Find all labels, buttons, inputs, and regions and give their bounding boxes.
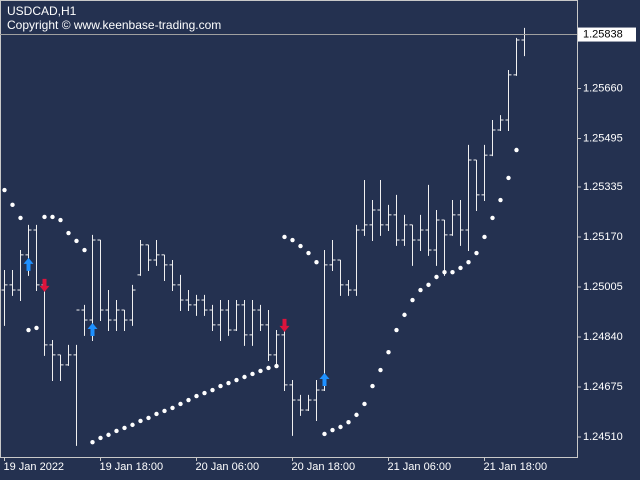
sar-dot	[298, 243, 303, 249]
sar-dot	[434, 274, 439, 280]
sar-dot	[426, 282, 431, 288]
y-tick-label: 1.25005	[583, 281, 623, 293]
sar-dot	[450, 269, 455, 275]
sar-dot	[146, 415, 151, 421]
x-tick-label: 20 Jan 18:00	[292, 461, 356, 473]
last-price-label: 1.25838	[583, 28, 623, 40]
sar-dot	[266, 365, 271, 371]
sar-dot	[394, 327, 399, 333]
sar-dot	[194, 393, 199, 399]
sar-dot	[226, 380, 231, 386]
sar-dot	[18, 215, 23, 221]
y-tick-label: 1.24675	[583, 381, 623, 393]
sar-dot	[498, 197, 503, 203]
y-tick-label: 1.25495	[583, 132, 623, 144]
sar-dot	[66, 230, 71, 236]
sar-dot	[490, 215, 495, 221]
sar-dot	[314, 259, 319, 265]
sar-dot	[90, 439, 95, 445]
sar-dot	[114, 428, 119, 434]
sar-dot	[10, 202, 15, 208]
x-tick-label: 21 Jan 06:00	[388, 461, 452, 473]
sar-dot	[98, 435, 103, 441]
sar-dot	[218, 383, 223, 389]
sar-dot	[34, 325, 39, 331]
sar-dot	[514, 147, 519, 153]
sar-dot	[186, 397, 191, 403]
sar-dot	[410, 297, 415, 303]
buy-arrow	[319, 373, 330, 387]
sar-dot	[442, 269, 447, 275]
sar-dot	[162, 408, 167, 414]
sar-dot	[122, 425, 127, 431]
sar-dot	[378, 367, 383, 373]
sar-dot	[242, 374, 247, 380]
buy-arrow	[87, 323, 98, 337]
sar-dot	[330, 427, 335, 433]
sell-arrow	[39, 278, 50, 292]
y-tick-label: 1.24840	[583, 331, 623, 343]
buy-arrow	[23, 257, 34, 271]
chart-title: USDCAD,H1	[7, 4, 77, 18]
y-tick-label: 1.24510	[583, 431, 623, 443]
x-tick-label: 20 Jan 06:00	[196, 461, 260, 473]
sar-dot	[346, 419, 351, 425]
sar-dot	[202, 390, 207, 396]
y-tick-label: 1.25660	[583, 82, 623, 94]
sar-dot	[74, 238, 79, 244]
sar-dot	[2, 187, 7, 193]
sar-dot	[210, 387, 215, 393]
sar-dot	[506, 175, 511, 181]
sar-dot	[178, 401, 183, 407]
sar-dot	[234, 377, 239, 383]
sar-dot	[362, 401, 367, 407]
sar-dot	[386, 349, 391, 355]
sar-dot	[482, 234, 487, 240]
sar-dot	[418, 287, 423, 293]
x-tick-label: 19 Jan 18:00	[100, 461, 164, 473]
sar-dot	[466, 259, 471, 265]
sar-dot	[250, 371, 255, 377]
sar-dot	[82, 247, 87, 253]
sar-dot	[154, 411, 159, 417]
sar-dot	[26, 327, 31, 333]
x-tick-label: 21 Jan 18:00	[484, 461, 548, 473]
sar-dot	[58, 217, 63, 223]
sar-dot	[458, 265, 463, 271]
y-tick-label: 1.25170	[583, 231, 623, 243]
sar-dot	[290, 237, 295, 243]
copyright: Copyright © www.keenbase-trading.com	[7, 18, 221, 32]
sar-dot	[282, 234, 287, 240]
sar-dot	[474, 250, 479, 256]
sar-dot	[50, 214, 55, 220]
sar-dot	[306, 250, 311, 256]
sar-dot	[322, 431, 327, 437]
sar-dot	[258, 368, 263, 374]
sar-dot	[370, 383, 375, 389]
sar-dot	[106, 432, 111, 438]
sar-dot	[338, 424, 343, 430]
last-price-box	[578, 27, 636, 42]
sell-arrow	[279, 318, 290, 332]
sar-dot	[170, 405, 175, 411]
sar-dot	[42, 214, 47, 220]
sar-dot	[130, 422, 135, 428]
y-tick-label: 1.25335	[583, 181, 623, 193]
sar-dot	[274, 363, 279, 369]
x-tick-label: 19 Jan 2022	[4, 461, 65, 473]
sar-dot	[138, 418, 143, 424]
plot-frame	[0, 0, 578, 458]
sar-dot	[402, 312, 407, 318]
sar-dot	[354, 412, 359, 418]
